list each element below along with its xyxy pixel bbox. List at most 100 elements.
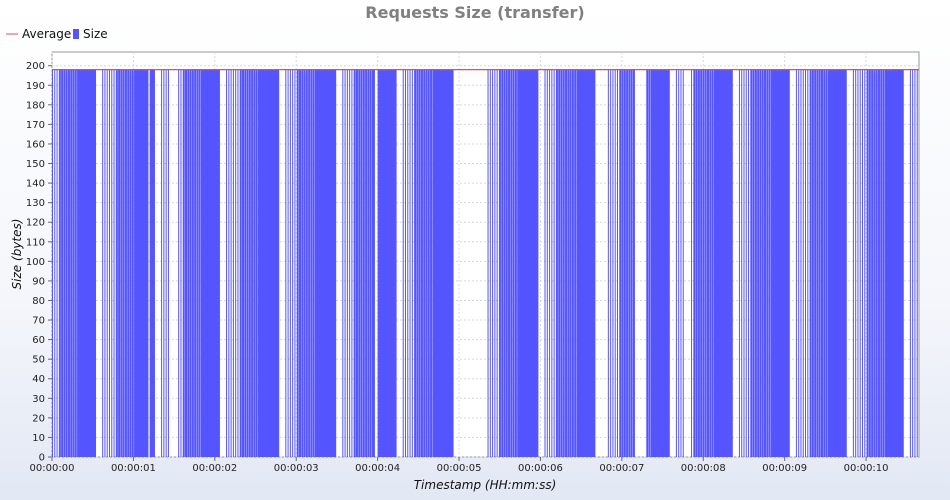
size-bar <box>678 69 680 457</box>
y-tick-label: 160 <box>26 139 45 150</box>
size-bar <box>562 69 565 457</box>
size-bar <box>697 69 700 457</box>
size-bar <box>260 69 264 457</box>
size-bar <box>165 69 167 457</box>
size-bar <box>648 69 651 457</box>
size-bar <box>675 69 677 457</box>
size-bar <box>198 69 201 457</box>
size-bar <box>319 69 323 457</box>
size-bar <box>436 69 440 457</box>
size-bar <box>353 69 356 457</box>
size-bar <box>83 69 87 457</box>
size-bar <box>285 69 287 457</box>
legend-size-label: Size <box>83 27 108 41</box>
size-bar <box>704 69 707 457</box>
size-bar <box>425 69 428 457</box>
x-tick-label: 00:00:07 <box>599 463 644 474</box>
size-bar <box>763 69 766 457</box>
size-bar <box>533 69 537 457</box>
size-bar <box>530 69 534 457</box>
size-bar <box>823 69 826 457</box>
size-bar <box>528 69 532 457</box>
size-bar <box>811 69 814 457</box>
size-bar <box>612 69 614 457</box>
size-bar <box>866 69 869 457</box>
size-bar <box>802 69 804 457</box>
size-bar <box>664 69 668 457</box>
size-bar <box>565 69 568 457</box>
size-bar <box>725 69 729 457</box>
size-bar <box>798 69 800 457</box>
size-bar <box>512 69 515 457</box>
size-bar <box>832 69 836 457</box>
size-bar <box>118 69 121 457</box>
size-bar <box>414 69 417 457</box>
size-bar <box>145 69 149 457</box>
size-bar <box>393 69 397 457</box>
size-bar <box>501 69 504 457</box>
size-bar <box>682 69 684 457</box>
size-bar <box>301 69 304 457</box>
size-bar <box>358 69 361 457</box>
size-bar <box>583 69 587 457</box>
size-bar <box>362 69 365 457</box>
size-bar <box>93 69 97 457</box>
size-bar <box>729 69 733 457</box>
size-bar <box>124 69 127 457</box>
size-bar <box>200 69 204 457</box>
size-bar <box>226 69 228 457</box>
size-bar <box>54 69 56 457</box>
size-bar <box>653 69 657 457</box>
size-bar <box>524 69 528 457</box>
size-bar <box>875 69 878 457</box>
size-bar <box>830 69 834 457</box>
size-bar <box>430 69 433 457</box>
y-tick-label: 130 <box>26 198 45 209</box>
size-bar <box>391 69 395 457</box>
size-bar <box>377 69 381 457</box>
size-bar <box>750 69 753 457</box>
size-bar <box>632 69 635 457</box>
size-bar <box>489 69 491 457</box>
size-bar <box>655 69 659 457</box>
size-bar <box>134 69 138 457</box>
size-bar <box>138 69 142 457</box>
size-bar <box>607 69 609 457</box>
size-bar <box>567 69 570 457</box>
size-bar <box>371 69 375 457</box>
x-axis-title: Timestamp (HH:mm:ss) <box>414 478 557 492</box>
size-bar <box>544 69 546 457</box>
size-bar <box>351 69 353 457</box>
size-bar <box>666 69 670 457</box>
y-tick-label: 150 <box>26 159 45 170</box>
size-bar <box>592 69 596 457</box>
size-bar <box>659 69 663 457</box>
size-bar <box>492 69 494 457</box>
size-bar <box>129 69 132 457</box>
size-bar <box>355 69 358 457</box>
size-bar <box>289 69 291 457</box>
size-bar <box>882 69 885 457</box>
size-bar <box>308 69 311 457</box>
size-bar <box>549 69 551 457</box>
y-tick-label: 110 <box>26 237 45 248</box>
size-bar <box>713 69 717 457</box>
size-bar <box>766 69 769 457</box>
size-bar <box>707 69 710 457</box>
size-bar <box>189 69 192 457</box>
size-bar <box>212 69 216 457</box>
size-bar <box>818 69 821 457</box>
size-bar <box>56 69 58 457</box>
x-tick-label: 00:00:04 <box>355 463 400 474</box>
size-bar <box>877 69 880 457</box>
size-bar <box>108 69 110 457</box>
size-bar <box>143 69 147 457</box>
size-bar <box>558 69 561 457</box>
size-bar <box>310 69 313 457</box>
size-bar <box>113 69 115 457</box>
size-bar <box>496 69 498 457</box>
size-bar <box>777 69 781 457</box>
size-bar <box>748 69 750 457</box>
